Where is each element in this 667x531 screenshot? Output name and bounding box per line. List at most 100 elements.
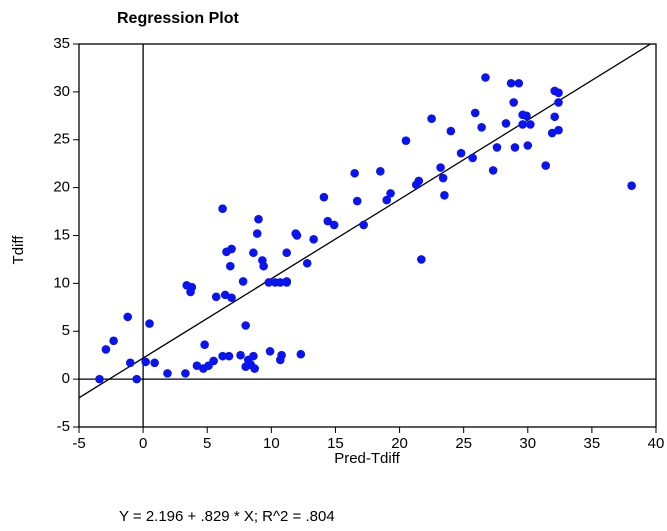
- point: [211, 292, 221, 302]
- point: [282, 277, 292, 286]
- chart-title: Regression Plot: [117, 10, 239, 27]
- point: [514, 78, 524, 88]
- point: [446, 126, 456, 136]
- point: [438, 173, 448, 183]
- point: [292, 231, 302, 240]
- x-tick-label: 20: [391, 435, 408, 452]
- point: [238, 277, 248, 286]
- point: [359, 220, 368, 230]
- point: [376, 167, 385, 176]
- y-tick-label: 10: [53, 274, 70, 291]
- y-tick-label: 5: [62, 322, 70, 339]
- point: [250, 364, 259, 373]
- point: [192, 361, 202, 371]
- point: [509, 98, 518, 107]
- point: [265, 347, 275, 356]
- point: [323, 216, 333, 226]
- point: [163, 369, 172, 378]
- point: [518, 120, 527, 129]
- point: [501, 119, 511, 128]
- point: [296, 349, 306, 359]
- point: [470, 108, 480, 118]
- point: [224, 351, 234, 361]
- y-tick-label: 20: [53, 179, 70, 196]
- point: [547, 128, 557, 138]
- point: [249, 248, 258, 258]
- point: [510, 143, 520, 152]
- point: [436, 163, 445, 172]
- point: [401, 136, 411, 146]
- point: [477, 123, 486, 132]
- point: [241, 321, 250, 330]
- point: [132, 374, 141, 384]
- point: [218, 351, 227, 361]
- point: [259, 261, 268, 271]
- x-tick-label: 40: [648, 435, 665, 452]
- point: [481, 73, 490, 82]
- point: [427, 114, 436, 123]
- y-tick-label: 0: [62, 370, 70, 387]
- regression-line: [79, 44, 652, 399]
- x-tick-label: 35: [584, 435, 601, 452]
- y-axis-label: Tdiff: [10, 235, 27, 265]
- point: [276, 278, 285, 287]
- point: [123, 312, 133, 322]
- point: [554, 125, 563, 135]
- x-tick-label: 15: [327, 435, 344, 452]
- point: [254, 214, 263, 224]
- x-tick-label: 25: [455, 435, 472, 452]
- y-tick-label: -5: [57, 418, 70, 435]
- point: [492, 143, 502, 152]
- point: [468, 153, 477, 163]
- point: [456, 148, 466, 158]
- point: [488, 166, 498, 175]
- x-axis-label: Pred-Tdiff: [334, 450, 400, 467]
- x-tick-label: 10: [263, 435, 280, 452]
- point: [227, 293, 236, 303]
- point: [522, 111, 531, 121]
- point: [187, 282, 197, 292]
- point: [95, 374, 104, 384]
- point: [181, 369, 190, 378]
- point: [226, 261, 235, 271]
- point: [554, 88, 563, 98]
- point: [329, 220, 339, 230]
- point: [309, 235, 318, 244]
- y-tick-label: 30: [53, 83, 70, 100]
- point: [282, 248, 292, 258]
- point: [209, 356, 218, 366]
- point: [440, 190, 449, 200]
- point: [627, 181, 636, 191]
- point: [541, 161, 551, 170]
- point: [352, 196, 362, 206]
- point: [382, 195, 392, 205]
- point: [249, 351, 258, 361]
- point: [302, 258, 312, 268]
- x-tick-label: -5: [72, 435, 85, 452]
- point: [414, 176, 424, 186]
- point: [101, 345, 111, 354]
- point: [220, 290, 230, 300]
- point: [200, 340, 209, 349]
- point: [252, 229, 262, 238]
- point: [386, 189, 395, 198]
- point: [523, 141, 533, 150]
- point: [218, 204, 227, 213]
- y-tick-label: 35: [53, 35, 70, 52]
- point: [417, 255, 426, 264]
- point: [554, 98, 563, 107]
- point: [150, 358, 159, 368]
- footnote: Y = 2.196 + .829 * X; R^2 = .804: [119, 508, 335, 525]
- x-tick-label: 5: [203, 435, 211, 452]
- point: [350, 168, 359, 178]
- point: [141, 357, 150, 367]
- point: [264, 278, 274, 287]
- point: [550, 112, 560, 122]
- point: [526, 120, 535, 129]
- y-tick-label: 25: [53, 131, 70, 148]
- x-tick-label: 0: [139, 435, 147, 452]
- point: [125, 358, 135, 368]
- point: [109, 336, 118, 346]
